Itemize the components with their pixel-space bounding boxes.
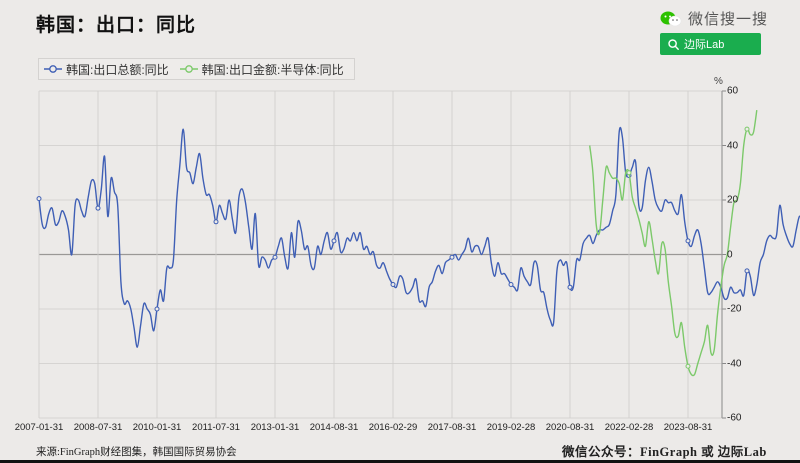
data-point-marker bbox=[567, 284, 573, 290]
x-tick-label: 2017-08-31 bbox=[427, 422, 477, 433]
data-point-marker bbox=[744, 268, 750, 274]
x-tick-label: 2016-02-29 bbox=[368, 422, 418, 433]
data-point-marker bbox=[95, 205, 101, 211]
wechat-icon bbox=[660, 11, 682, 27]
x-tick-label: 2014-08-31 bbox=[309, 422, 359, 433]
x-tick-label: 2007-01-31 bbox=[14, 422, 64, 433]
legend-item-total-exports[interactable]: 韩国:出口总额:同比 bbox=[43, 61, 169, 78]
wechat-search-text: 微信搜一搜 bbox=[688, 11, 769, 28]
x-tick-label: 2013-01-31 bbox=[250, 422, 300, 433]
data-point-marker bbox=[390, 281, 396, 287]
page-title: 韩国：出口：同比 bbox=[36, 15, 197, 36]
bottom-border bbox=[0, 460, 800, 463]
y-tick-label: 20 bbox=[727, 194, 739, 206]
x-tick-label: 2020-08-31 bbox=[545, 422, 595, 433]
legend-line-marker-icon bbox=[179, 65, 198, 73]
wechat-search-label: 微信搜一搜 bbox=[660, 8, 768, 29]
search-button-label: 边际Lab bbox=[684, 39, 725, 51]
chart-legend: 韩国:出口总额:同比 韩国:出口金额:半导体:同比 bbox=[38, 58, 355, 80]
x-tick-label: 2011-07-31 bbox=[192, 422, 240, 433]
data-point-marker bbox=[272, 254, 278, 260]
search-icon bbox=[668, 38, 679, 50]
data-point-marker bbox=[449, 254, 455, 260]
data-point-marker bbox=[685, 363, 691, 369]
legend-item-semiconductor-exports[interactable]: 韩国:出口金额:半导体:同比 bbox=[179, 61, 344, 78]
y-tick-label: -20 bbox=[727, 303, 742, 315]
legend-label: 韩国:出口总额:同比 bbox=[66, 62, 169, 77]
search-button[interactable]: 边际Lab bbox=[660, 33, 761, 55]
x-tick-label: 2023-08-31 bbox=[663, 422, 713, 433]
y-tick-label: -40 bbox=[727, 358, 742, 369]
x-tick-label: 2010-01-31 bbox=[132, 422, 182, 433]
data-point-marker bbox=[154, 306, 160, 312]
y-tick-label: 60 bbox=[727, 85, 739, 97]
y-axis-unit: % bbox=[714, 76, 723, 87]
credit-note: 微信公众号：FinGraph 或 边际Lab bbox=[562, 445, 767, 459]
data-point-marker bbox=[626, 170, 632, 176]
y-tick-label: -60 bbox=[727, 412, 742, 424]
x-tick-label: 2008-07-31 bbox=[73, 422, 123, 433]
source-note: 来源:FinGraph财经图集，韩国国际贸易协会 bbox=[36, 447, 237, 458]
data-point-marker bbox=[331, 238, 337, 244]
data-point-marker bbox=[36, 196, 42, 202]
series-total-exports-line bbox=[38, 126, 800, 348]
data-point-marker bbox=[508, 281, 514, 287]
data-point-marker bbox=[744, 126, 750, 132]
legend-line-marker-icon bbox=[44, 65, 62, 73]
data-point-marker bbox=[213, 219, 219, 225]
y-tick-label: 0 bbox=[727, 249, 733, 260]
data-point-marker bbox=[685, 238, 691, 244]
legend-label: 韩国:出口金额:半导体:同比 bbox=[201, 62, 344, 77]
y-tick-label: 40 bbox=[727, 140, 739, 151]
x-tick-label: 2022-02-28 bbox=[604, 422, 654, 433]
series-semiconductor-line bbox=[589, 110, 758, 377]
x-tick-label: 2019-02-28 bbox=[486, 422, 536, 433]
